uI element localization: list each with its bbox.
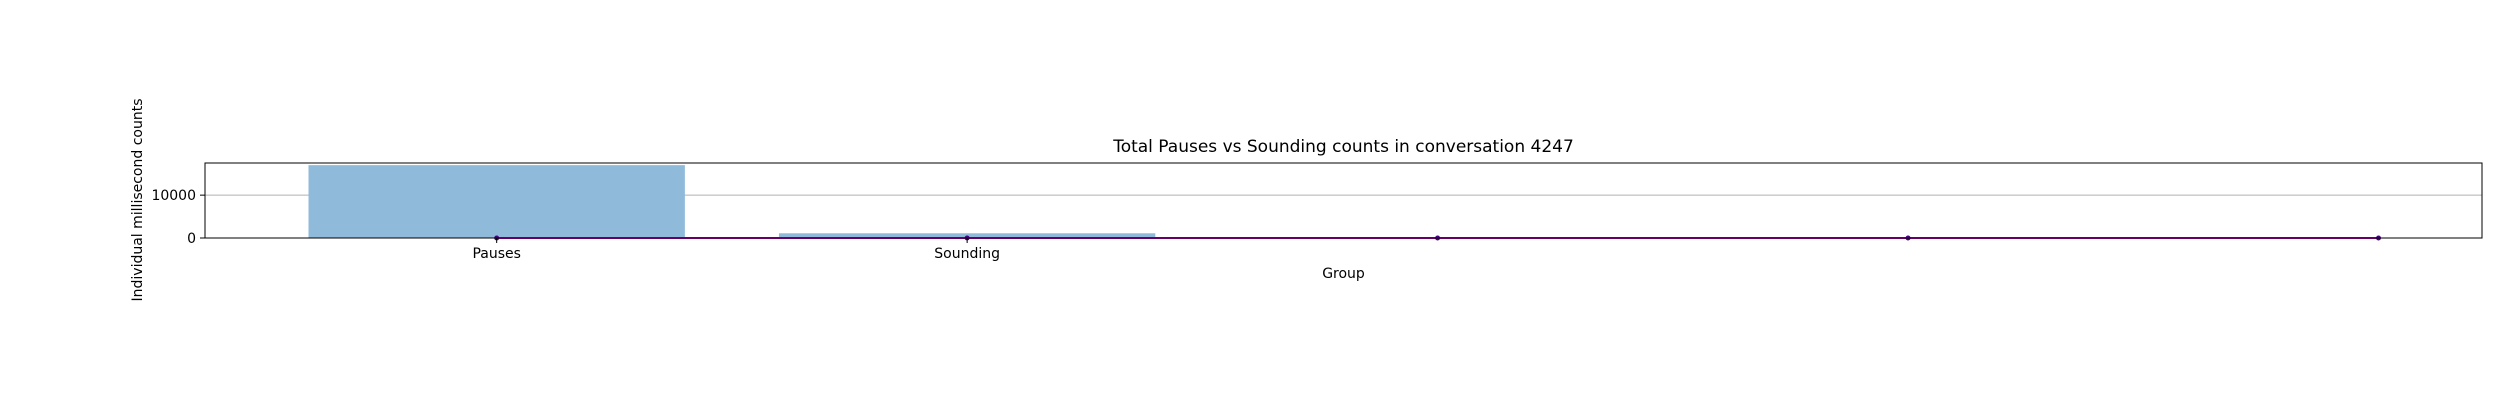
y-axis-title: Individual millisecond counts xyxy=(130,99,146,302)
x-tick-label: Pauses xyxy=(472,246,520,262)
y-tick-label: 10000 xyxy=(151,188,196,204)
chart-title: Total Pauses vs Sounding counts in conve… xyxy=(1112,137,1574,157)
y-axis: 0 10000 xyxy=(151,188,205,247)
y-tick-label: 0 xyxy=(187,231,196,247)
plot-area xyxy=(204,162,2483,241)
x-axis: Pauses Sounding xyxy=(472,238,1000,262)
bar-pauses xyxy=(308,165,685,238)
plot-frame xyxy=(204,162,2483,239)
bars xyxy=(308,165,1156,238)
x-axis-title: Group xyxy=(1322,266,1365,282)
x-tick-label: Sounding xyxy=(934,246,1000,262)
